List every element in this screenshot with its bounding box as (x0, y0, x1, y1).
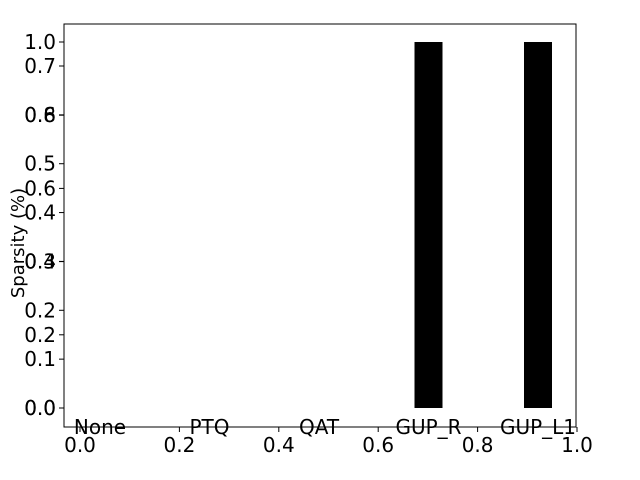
bar-gup-r (414, 42, 443, 408)
bar-layer (414, 42, 552, 408)
x-tick-label: 0.4 (263, 433, 295, 457)
y-tick-label: 0.5 (24, 152, 56, 176)
x-tick-label: 1.0 (561, 433, 593, 457)
y-tick-label: 0.4 (24, 250, 56, 274)
y-tick-label: 0.0 (24, 396, 56, 420)
y-tick-label: 0.2 (24, 323, 56, 347)
x-tick-label: 0.0 (64, 433, 96, 457)
y-tick-label: 0.2 (24, 298, 56, 322)
y-tick-label: 0.8 (24, 103, 56, 127)
y-tick-label: 0.1 (24, 347, 56, 371)
y-tick-label: 0.6 (24, 176, 56, 200)
y-tick-label: 0.0 (24, 396, 56, 420)
y-axis-title: Sparsity (%) (8, 188, 29, 298)
y-tick-label: 0.7 (24, 54, 56, 78)
y-tick-label: 0.4 (24, 201, 56, 225)
plot-frame (63, 23, 577, 428)
x-tick-label: 0.6 (362, 433, 394, 457)
x-tick-label: 0.8 (462, 433, 494, 457)
bar-gup-l1 (524, 42, 552, 408)
y-tick-label: 0.3 (24, 249, 56, 273)
x-tick-label: 0.2 (163, 433, 195, 457)
y-tick-label: 0.6 (24, 103, 56, 127)
y-tick-label: 1.0 (24, 30, 56, 54)
